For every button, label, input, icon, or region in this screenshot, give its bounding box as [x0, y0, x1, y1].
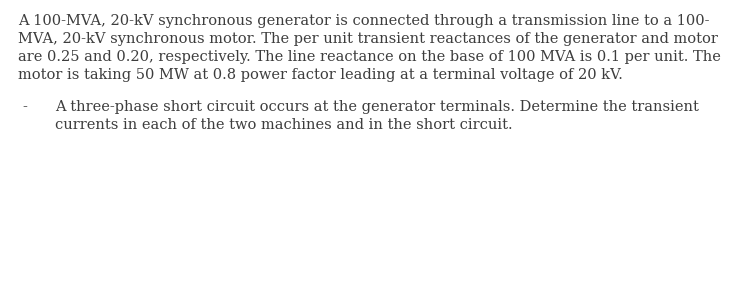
Text: -: - [22, 100, 27, 114]
Text: MVA, 20-kV synchronous motor. The per unit transient reactances of the generator: MVA, 20-kV synchronous motor. The per un… [18, 32, 718, 46]
Text: are 0.25 and 0.20, respectively. The line reactance on the base of 100 MVA is 0.: are 0.25 and 0.20, respectively. The lin… [18, 50, 721, 64]
Text: currents in each of the two machines and in the short circuit.: currents in each of the two machines and… [55, 118, 513, 132]
Text: motor is taking 50 MW at 0.8 power factor leading at a terminal voltage of 20 kV: motor is taking 50 MW at 0.8 power facto… [18, 68, 622, 82]
Text: A three-phase short circuit occurs at the generator terminals. Determine the tra: A three-phase short circuit occurs at th… [55, 100, 699, 114]
Text: A 100-MVA, 20-kV synchronous generator is connected through a transmission line : A 100-MVA, 20-kV synchronous generator i… [18, 14, 710, 28]
